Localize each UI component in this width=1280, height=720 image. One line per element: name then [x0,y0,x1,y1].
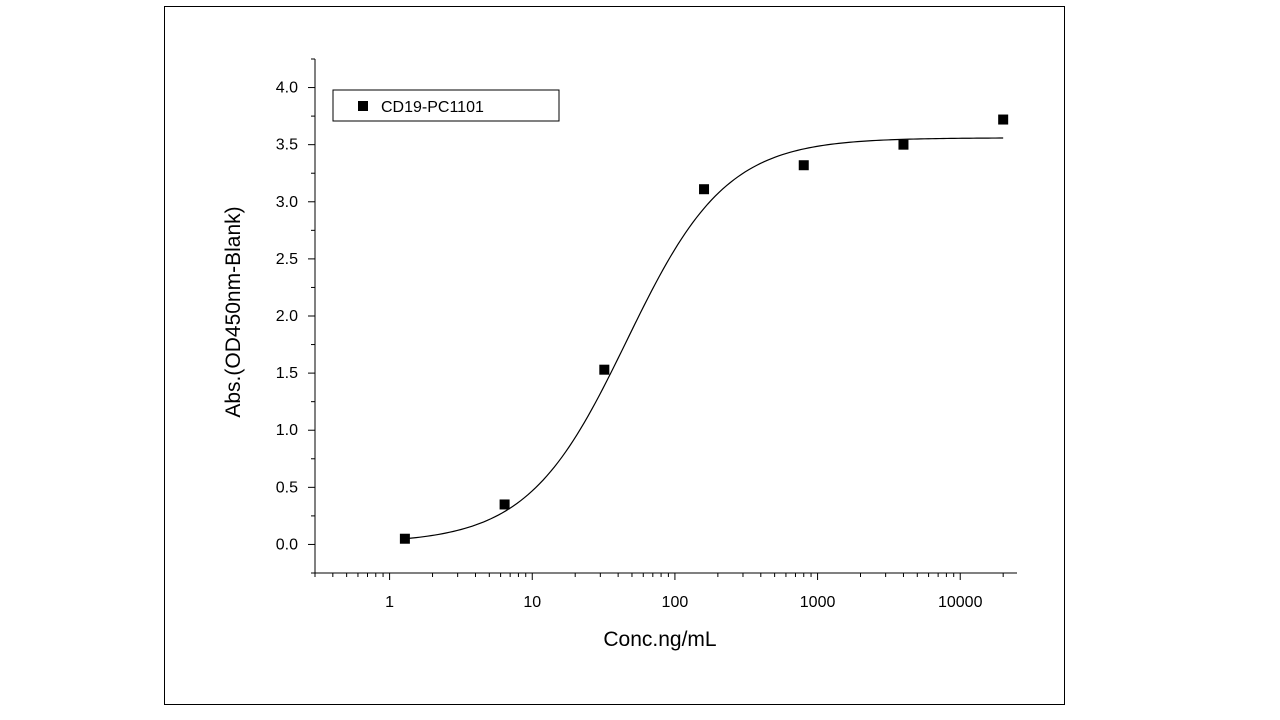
data-point [599,364,610,375]
y-tick-label: 3.0 [276,194,298,211]
data-point [898,139,909,150]
x-tick-label: 1 [385,594,394,611]
fit-curve-layer [404,137,1004,540]
data-point [399,533,410,544]
chart-frame [164,6,1065,705]
y-tick-label: 1.5 [276,365,298,382]
data-point [798,160,809,171]
y-tick-label: 0.0 [276,536,298,553]
y-tick-label: 2.0 [276,308,298,325]
legend-box [332,89,560,122]
x-tick-label: 100 [662,594,689,611]
axes: 0.0 0.5 1.0 1.5 2.0 2.5 3.0 3.5 4.0 1 10 100 1000 100… [276,58,1017,611]
y-tick-label: 4.0 [276,80,298,97]
x-tick-label: 10000 [938,594,983,611]
data-point [499,499,510,510]
x-axis-title: Conc.ng/mL [603,628,716,651]
x-tick-label: 1000 [800,594,836,611]
x-tick-label: 10 [523,594,541,611]
y-tick-label: 2.5 [276,251,298,268]
data-point [699,184,710,195]
legend-label: CD19-PC1101 [381,99,484,116]
data-point [998,114,1009,125]
y-axis-title: Abs.(OD450nm-Blank) [222,206,245,417]
legend-marker [358,101,368,111]
data-points [399,114,1009,544]
fit-curve [404,137,1004,540]
y-tick-label: 0.5 [276,479,298,496]
y-tick-label: 1.0 [276,422,298,439]
legend: CD19-PC1101 [332,89,560,122]
y-tick-label: 3.5 [276,137,298,154]
